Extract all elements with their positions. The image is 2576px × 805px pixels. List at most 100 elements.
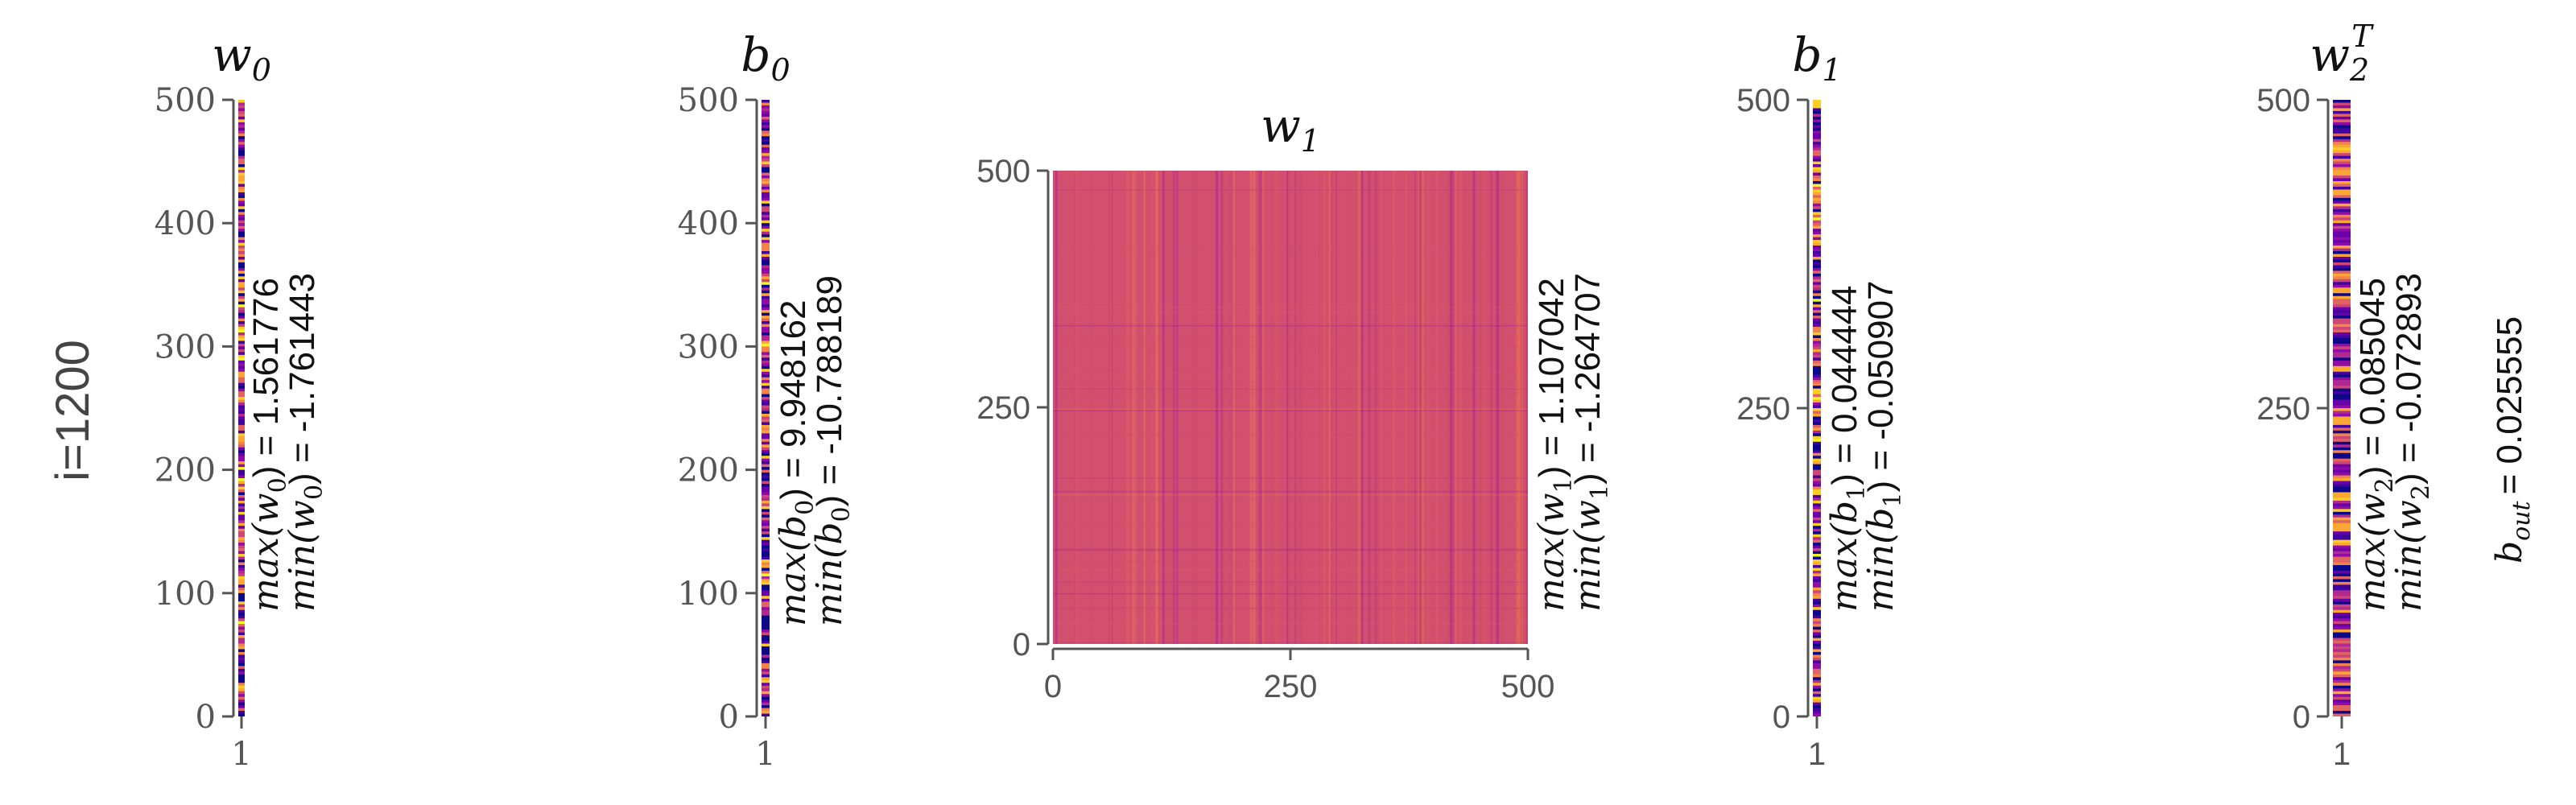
heatmap-cell — [762, 206, 770, 210]
heatmap-cell — [2333, 484, 2351, 488]
heatmap-cell — [1813, 679, 1821, 683]
heatmap-cell — [238, 122, 245, 126]
heatmap-cell — [762, 402, 770, 407]
heatmap-cell — [1813, 357, 1821, 361]
heatmap-cell — [2333, 159, 2351, 163]
heatmap-cell — [238, 130, 245, 134]
heatmap-cell — [238, 534, 245, 538]
heatmap-cell — [762, 377, 770, 381]
heatmap-cell — [762, 713, 770, 716]
heatmap-cell — [238, 473, 245, 477]
heatmap-cell — [762, 604, 770, 608]
heatmap-cell — [762, 371, 770, 375]
heatmap-cell — [2333, 122, 2351, 126]
heatmap-cell — [2333, 630, 2351, 634]
heatmap-cell — [1813, 405, 1821, 409]
y-tick-label: 300 — [155, 328, 216, 365]
heatmap-cell — [1331, 171, 1334, 644]
heatmap-cell — [1261, 171, 1262, 644]
heatmap-cell — [1053, 560, 1528, 563]
heatmap-cell — [2333, 371, 2351, 375]
heatmap-cell — [2333, 312, 2351, 316]
heatmap-cell — [2333, 657, 2351, 661]
heatmap-cell — [762, 688, 770, 692]
heatmap-cell — [762, 265, 770, 269]
heatmap-cell — [1813, 122, 1821, 126]
heatmap-cell — [1516, 171, 1520, 644]
heatmap-cell — [238, 433, 245, 437]
heatmap-cell — [1813, 503, 1821, 507]
heatmap-cell — [1813, 430, 1821, 434]
panel-b0-max-label: max(b0) = 9.948162 — [773, 299, 819, 626]
heatmap-cell — [762, 203, 770, 207]
heatmap-cell — [762, 481, 770, 485]
heatmap-cell — [2333, 290, 2351, 294]
heatmap-cell — [238, 299, 245, 303]
heatmap-cell — [1053, 312, 1528, 313]
heatmap-cell — [238, 329, 245, 333]
heatmap-cell — [238, 212, 245, 216]
heatmap-cell — [762, 497, 770, 502]
heatmap-cell — [1813, 613, 1821, 617]
heatmap-cell — [1143, 171, 1146, 644]
heatmap-cell — [1813, 402, 1821, 407]
heatmap-cell — [762, 287, 770, 291]
heatmap-cell — [238, 159, 245, 163]
heatmap-cell — [762, 461, 770, 465]
heatmap-cell — [1328, 171, 1331, 644]
heatmap-cell — [1813, 363, 1821, 367]
heatmap-cell — [238, 514, 245, 518]
heatmap-cell — [1813, 522, 1821, 526]
heatmap-cell — [238, 651, 245, 655]
heatmap-cell — [2333, 668, 2351, 672]
heatmap-cell — [762, 685, 770, 689]
heatmap-cell — [762, 444, 770, 448]
heatmap-cell — [1813, 654, 1821, 658]
heatmap-cell — [238, 702, 245, 706]
heatmap-cell — [238, 618, 245, 622]
heatmap-cell — [1172, 171, 1176, 644]
heatmap-cell — [2333, 172, 2351, 176]
y-tick-label: 500 — [976, 154, 1030, 189]
panel-b0-x-axis: 1 — [755, 716, 776, 773]
heatmap-cell — [238, 562, 245, 566]
heatmap-cell — [2333, 321, 2351, 325]
heatmap-cell — [238, 374, 245, 378]
heatmap-cell — [1053, 584, 1528, 586]
heatmap-cell — [2333, 545, 2351, 549]
heatmap-cell — [238, 301, 245, 305]
heatmap-cell — [762, 242, 770, 246]
heatmap-cell — [238, 711, 245, 715]
heatmap-cell — [762, 601, 770, 605]
heatmap-cell — [762, 581, 770, 585]
heatmap-cell — [2333, 624, 2351, 628]
heatmap-cell — [2333, 316, 2351, 320]
heatmap-cell — [762, 522, 770, 526]
heatmap-cell — [762, 254, 770, 258]
heatmap-cell — [238, 464, 245, 468]
heatmap-cell — [2333, 343, 2351, 347]
heatmap-cell — [762, 321, 770, 325]
x-tick-label: 1 — [2333, 737, 2351, 772]
heatmap-cell — [1813, 570, 1821, 575]
heatmap-cell — [1813, 312, 1821, 316]
heatmap-cell — [762, 164, 770, 168]
heatmap-cell — [1813, 489, 1821, 493]
heatmap-cell — [762, 343, 770, 347]
heatmap-cell — [2333, 422, 2351, 426]
heatmap-cell — [1813, 551, 1821, 555]
heatmap-cell — [2333, 526, 2351, 530]
heatmap-cell — [762, 506, 770, 510]
heatmap-cell — [1053, 372, 1528, 374]
heatmap-cell — [762, 312, 770, 316]
heatmap-cell — [1813, 382, 1821, 386]
heatmap-cell — [762, 119, 770, 123]
heatmap-cell — [2333, 534, 2351, 538]
heatmap-cell — [2333, 660, 2351, 664]
heatmap-cell — [762, 494, 770, 499]
heatmap-cell — [762, 223, 770, 227]
heatmap-cell — [2333, 439, 2351, 443]
heatmap-cell — [2333, 100, 2351, 104]
heatmap-cell — [762, 155, 770, 159]
heatmap-cell — [762, 130, 770, 134]
